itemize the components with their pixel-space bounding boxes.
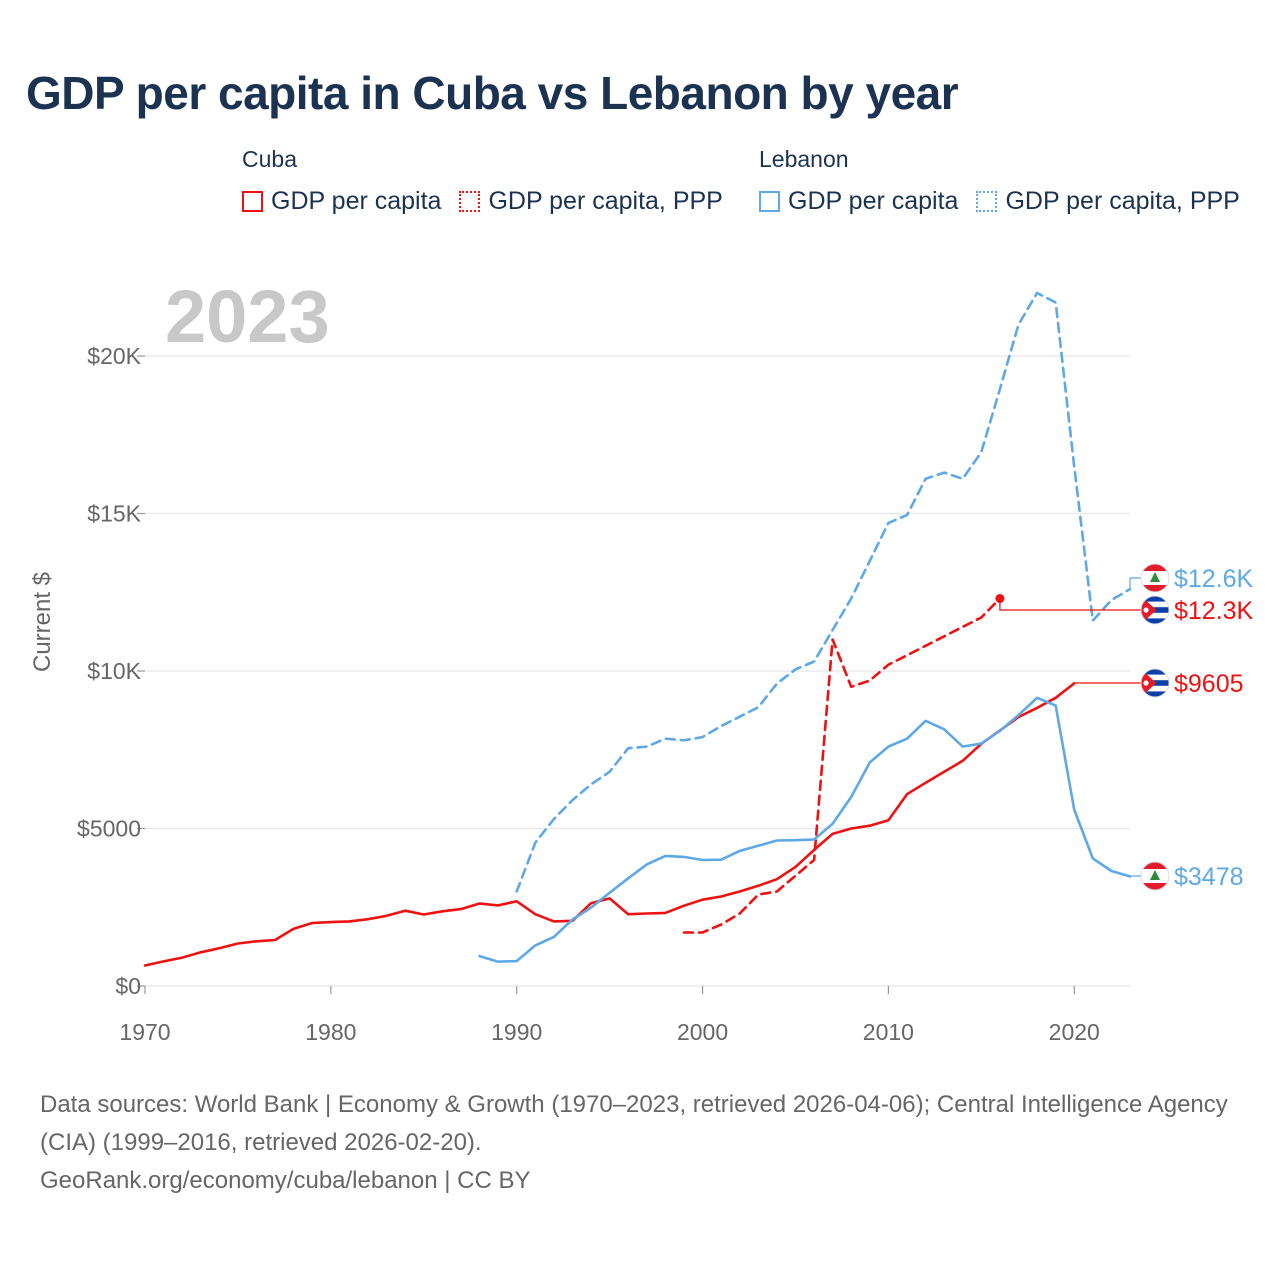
series-line-lebanon-gdp-per-capita-ppp[interactable] (515, 291, 1132, 893)
y-axis-label: Current $ (29, 572, 56, 672)
end-value-label: $9605 (1174, 670, 1244, 698)
leader-line (999, 598, 1141, 611)
y-tick-label: $5000 (77, 816, 141, 842)
y-tick-label: $15K (87, 501, 141, 527)
y-tick-label: $10K (87, 658, 141, 684)
legend-cuba-gdp-label: GDP per capita (271, 187, 442, 215)
year-watermark: 2023 (165, 275, 330, 358)
lebanon-flag-icon (1141, 862, 1169, 890)
legend-cuba-gdp-ppp-label: GDP per capita, PPP (488, 187, 723, 215)
data-sources: Data sources: World Bank | Economy & Gro… (40, 1091, 1228, 1156)
y-axis: $0 $5000 $10K $15K $20K (77, 343, 145, 999)
x-axis: 1970 1980 1990 2000 2010 2020 (119, 986, 1100, 1045)
x-tick-label: 2000 (677, 1019, 728, 1045)
series-line-lebanon-gdp-per-capita[interactable] (478, 696, 1132, 964)
x-tick-label: 2010 (863, 1019, 914, 1045)
y-tick-label: $0 (115, 973, 141, 999)
legend-lebanon-gdp-ppp-swatch (976, 191, 998, 212)
series-line-cuba-gdp-per-capita[interactable] (143, 682, 1076, 967)
legend-lebanon-gdp-label: GDP per capita (788, 187, 959, 215)
end-value-label: $3478 (1174, 863, 1244, 891)
legend-cuba-title: Cuba (242, 146, 297, 172)
legend-cuba-gdp-ppp-swatch (459, 191, 481, 212)
line-chart: 2023 $0 $5000 $10K $15K $20K 1970 1980 1990 200… (29, 275, 1254, 1045)
end-value-label: $12.6K (1174, 565, 1254, 593)
end-value-label: $12.3K (1174, 597, 1254, 625)
y-tick-label: $20K (87, 343, 141, 369)
legend-cuba-gdp-swatch (242, 191, 263, 212)
legend-lebanon-gdp-ppp-label: GDP per capita, PPP (1005, 187, 1240, 215)
cuba-flag-icon (1141, 669, 1169, 697)
legend-cuba-gdp-ppp[interactable]: GDP per capita, PPP (459, 187, 723, 216)
x-tick-label: 1990 (491, 1019, 542, 1045)
cuba-flag-icon (1141, 596, 1169, 624)
legend-cuba: Cuba GDP per capita GDP per capita, PPP (242, 146, 741, 216)
x-tick-label: 2020 (1049, 1019, 1100, 1045)
end-point-marker (995, 594, 1005, 604)
legend-lebanon-gdp-ppp[interactable]: GDP per capita, PPP (976, 187, 1240, 216)
legend-lebanon-gdp-swatch (759, 191, 780, 212)
footer: Data sources: World Bank | Economy & Gro… (40, 1086, 1250, 1200)
legend-cuba-gdp[interactable]: GDP per capita (242, 187, 441, 216)
grid-lines (145, 355, 1130, 987)
legend-lebanon-title: Lebanon (759, 146, 849, 172)
x-tick-label: 1980 (305, 1019, 356, 1045)
x-tick-label: 1970 (119, 1019, 170, 1045)
chart-title: GDP per capita in Cuba vs Lebanon by yea… (26, 67, 959, 119)
lebanon-flag-icon (1141, 564, 1169, 592)
legend-lebanon: Lebanon GDP per capita GDP per capita, P… (759, 146, 1258, 216)
credit-link[interactable]: GeoRank.org/economy/cuba/lebanon | CC BY (40, 1167, 531, 1194)
leader-line (1129, 577, 1141, 590)
legend-lebanon-gdp[interactable]: GDP per capita (759, 187, 958, 216)
series-lines (143, 291, 1132, 967)
end-labels: $9605 $12.3K $3478 $12.6K (995, 563, 1254, 891)
